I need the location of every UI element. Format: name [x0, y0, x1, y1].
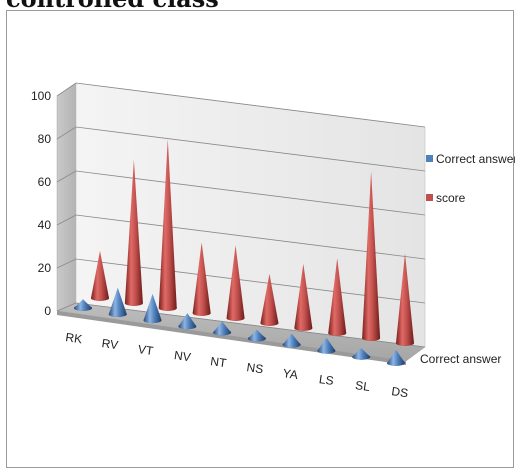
y-tick-label: 20: [38, 261, 52, 275]
category-label-sl: SL: [354, 378, 371, 394]
score-cone-ds: [396, 253, 414, 346]
correct-answer-cone-rk: [74, 299, 92, 311]
score-cone-ds-body: [396, 253, 414, 346]
score-cone-ls: [328, 258, 347, 336]
score-cone-nv: [192, 242, 211, 316]
legend: Correct answer score: [426, 152, 515, 205]
legend-label-score: score: [436, 191, 466, 205]
score-cone-rk-body: [91, 250, 109, 301]
x-axis-categories: RK RV VT NV NT NS YA LS SL DS: [65, 330, 409, 400]
cone-chart: 0 20 40 60 80 100 RK RV VT NV NT NS YA LS SL DS Correc…: [31, 82, 515, 400]
side-gridline-40: [56, 214, 77, 226]
score-cone-ya-body: [294, 263, 313, 331]
correct-answer-cone-nv-body: [178, 313, 197, 330]
correct-answer-cone-ns: [247, 329, 266, 342]
correct-answer-cone-ds: [387, 349, 405, 366]
chart-area: 0 20 40 60 80 100 RK RV VT NV NT NS YA LS SL DS Correc…: [6, 10, 515, 468]
legend-label-correct-answer: Correct answer: [436, 152, 515, 166]
correct-answer-cone-sl: [352, 348, 371, 360]
page-title: controlled class: [6, 0, 219, 13]
category-label-vt: VT: [137, 342, 155, 358]
correct-answer-cone-ya: [282, 333, 301, 348]
category-label-ls: LS: [318, 372, 334, 388]
side-gridline-100: [56, 82, 77, 97]
score-cone-nv-body: [192, 242, 211, 316]
category-label-rk: RK: [65, 330, 83, 346]
score-cone-ls-body: [328, 258, 347, 336]
category-label-ya: YA: [282, 366, 299, 382]
score-cone-rv-body: [124, 159, 143, 306]
category-label-rv: RV: [101, 336, 119, 352]
category-label-nt: NT: [209, 354, 227, 370]
correct-answer-cone-ns-body: [247, 329, 266, 342]
correct-answer-cone-ds-body: [387, 349, 405, 366]
y-tick-label: 80: [38, 132, 52, 146]
legend-swatch-score: [426, 194, 433, 201]
score-cone-vt-body: [158, 138, 177, 311]
correct-answer-cone-rv: [108, 287, 127, 317]
y-tick-label: 100: [31, 89, 51, 103]
side-gridline-20: [56, 258, 77, 269]
correct-answer-cone-sl-body: [352, 348, 371, 360]
correct-answer-cone-nv: [178, 313, 197, 330]
correct-answer-cone-rk-body: [74, 299, 92, 311]
gridline-100: [75, 82, 426, 128]
side-gridline-80: [56, 126, 77, 140]
side-wall: [56, 82, 77, 312]
correct-answer-cone-ls-body: [317, 337, 336, 354]
cone-marks: [74, 138, 414, 366]
category-label-ds: DS: [391, 384, 409, 400]
depth-axis-label: Correct answer: [420, 352, 501, 366]
gridline-80: [75, 126, 426, 172]
y-tick-label: 60: [38, 175, 52, 189]
y-axis-ticks: 0 20 40 60 80 100: [31, 89, 51, 318]
category-label-ns: NS: [246, 360, 264, 376]
score-cone-sl: [362, 171, 381, 341]
category-label-nv: NV: [173, 348, 191, 364]
correct-answer-cone-ls: [317, 337, 336, 354]
y-tick-label: 40: [38, 218, 52, 232]
score-cone-nt-body: [226, 245, 245, 321]
score-cone-sl-body: [362, 171, 381, 341]
score-cone-nt: [226, 245, 245, 321]
correct-answer-cone-nt-body: [213, 321, 232, 336]
correct-answer-cone-nt: [213, 321, 232, 336]
correct-answer-cone-ya-body: [282, 333, 301, 348]
correct-answer-cone-vt-body: [143, 293, 162, 324]
score-cone-vt: [158, 138, 177, 311]
score-cone-ya: [294, 263, 313, 331]
score-cone-rv: [124, 159, 143, 306]
score-cone-ns: [260, 273, 279, 326]
side-gridline-0: [56, 302, 77, 312]
y-tick-label: 0: [44, 304, 51, 318]
score-cone-ns-body: [260, 273, 279, 326]
correct-answer-cone-rv-body: [108, 287, 127, 317]
score-cone-rk: [91, 250, 109, 301]
correct-answer-cone-vt: [143, 293, 162, 324]
legend-swatch-correct-answer: [426, 155, 433, 162]
side-gridline-60: [56, 170, 77, 183]
